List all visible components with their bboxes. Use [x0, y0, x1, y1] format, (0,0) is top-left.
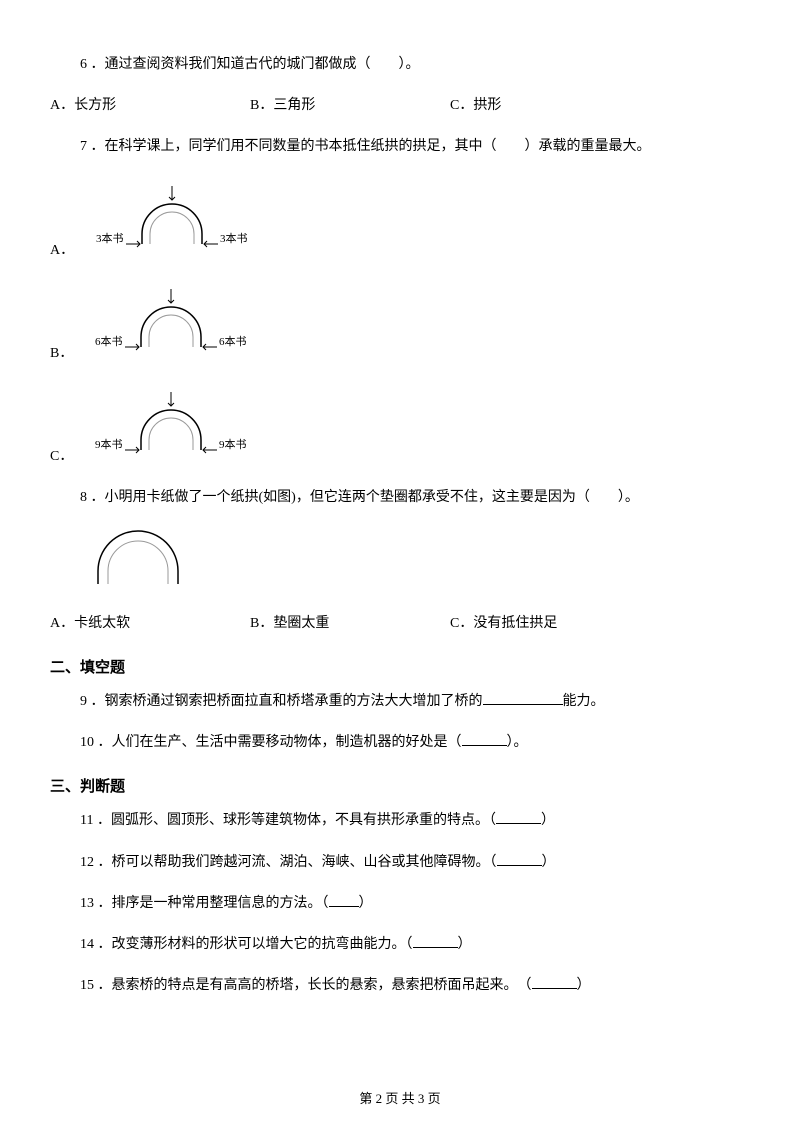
question-14: 14 ．改变薄形材料的形状可以增大它的抗弯曲能力。（ ）: [50, 932, 750, 957]
arrow-left-icon: [126, 241, 140, 247]
question-13-before: 13 ．排序是一种常用整理信息的方法。（: [80, 896, 329, 911]
option-7b-prefix: B．: [50, 342, 73, 362]
question-7-option-a: A． 3本书 3本书: [50, 176, 750, 261]
question-10: 10 ．人们在生产、生活中需要移动物体，制造机器的好处是（ ）。: [50, 730, 750, 755]
option-8a: A．卡纸太软: [50, 611, 250, 636]
arrow-down-icon: [168, 289, 174, 303]
blank-input[interactable]: [532, 975, 577, 989]
question-8: 8 ．小明用卡纸做了一个纸拱(如图)，但它连两个垫圈都承受不住，这主要是因为（ …: [50, 485, 750, 510]
question-12: 12 ．桥可以帮助我们跨越河流、湖泊、海峡、山谷或其他障碍物。（ ）: [50, 850, 750, 875]
arrow-right-icon: [203, 447, 217, 453]
question-14-before: 14 ．改变薄形材料的形状可以增大它的抗弯曲能力。（: [80, 937, 413, 952]
question-15: 15 ．悬索桥的特点是有高高的桥塔，长长的悬索，悬索把桥面吊起来。 （ ）: [50, 973, 750, 998]
blank-input[interactable]: [483, 691, 563, 705]
page-footer: 第 2 页 共 3 页: [0, 1088, 800, 1107]
blank-input[interactable]: [329, 893, 359, 907]
question-10-after: ）。: [507, 735, 528, 750]
arrow-right-icon: [203, 344, 217, 350]
question-7-option-b: B． 6本书 6本书: [50, 279, 750, 364]
section-2-heading: 二、填空题: [50, 656, 750, 677]
blank-input[interactable]: [413, 934, 458, 948]
arch-b-left-label: 6本书: [95, 334, 123, 348]
question-11-before: 11 ．圆弧形、圆顶形、球形等建筑物体，不具有拱形承重的特点。（: [80, 813, 496, 828]
question-10-before: 10 ．人们在生产、生活中需要移动物体，制造机器的好处是（: [80, 735, 462, 750]
question-15-before: 15 ．悬索桥的特点是有高高的桥塔，长长的悬索，悬索把桥面吊起来。 （: [80, 978, 532, 993]
arch-c-right-label: 9本书: [219, 437, 247, 451]
question-7-text: 7 ．在科学课上，同学们用不同数量的书本抵住纸拱的拱足，其中（ ）承载的重量最大…: [80, 139, 651, 154]
question-7-option-c: C． 9本书 9本书: [50, 382, 750, 467]
section-3-heading: 三、判断题: [50, 775, 750, 796]
arch-b-right-label: 6本书: [219, 334, 247, 348]
arrow-left-icon: [125, 447, 139, 453]
option-7c-prefix: C．: [50, 445, 73, 465]
arrow-left-icon: [125, 344, 139, 350]
question-8-options: A．卡纸太软 B．垫圈太重 C．没有抵住拱足: [50, 611, 750, 636]
arch-diagram-b: 6本书 6本书: [81, 279, 261, 364]
question-12-after: ）: [542, 855, 556, 870]
question-6-options: A．长方形 B．三角形 C．拱形: [50, 93, 750, 118]
arch-a-left-label: 3本书: [96, 231, 124, 245]
arch-outer: [98, 531, 178, 584]
blank-input[interactable]: [462, 732, 507, 746]
question-9-before: 9 ．钢索桥通过钢索把桥面拉直和桥塔承重的方法大大增加了桥的: [80, 694, 483, 709]
option-6a: A．长方形: [50, 93, 250, 118]
blank-input[interactable]: [496, 810, 541, 824]
question-13-after: ）: [359, 896, 373, 911]
question-9: 9 ．钢索桥通过钢索把桥面拉直和桥塔承重的方法大大增加了桥的 能力。: [50, 689, 750, 714]
question-6-text: 6 ．通过查阅资料我们知道古代的城门都做成（ ）。: [80, 57, 420, 72]
question-13: 13 ．排序是一种常用整理信息的方法。（ ）: [50, 891, 750, 916]
arch-outer: [141, 410, 201, 450]
option-7a-prefix: A．: [50, 239, 74, 259]
arrow-down-icon: [169, 186, 175, 200]
blank-input[interactable]: [497, 852, 542, 866]
question-8-text: 8 ．小明用卡纸做了一个纸拱(如图)，但它连两个垫圈都承受不住，这主要是因为（ …: [80, 490, 639, 505]
question-7: 7 ．在科学课上，同学们用不同数量的书本抵住纸拱的拱足，其中（ ）承载的重量最大…: [50, 134, 750, 159]
question-11: 11 ．圆弧形、圆顶形、球形等建筑物体，不具有拱形承重的特点。（ ）: [50, 808, 750, 833]
arch-a-right-label: 3本书: [220, 231, 248, 245]
arrow-right-icon: [204, 241, 218, 247]
arch-outer: [142, 204, 202, 244]
option-8b: B．垫圈太重: [250, 611, 450, 636]
arch-diagram-a: 3本书 3本书: [82, 176, 262, 261]
question-12-before: 12 ．桥可以帮助我们跨越河流、湖泊、海峡、山谷或其他障碍物。（: [80, 855, 497, 870]
question-9-after: 能力。: [563, 694, 605, 709]
arch-c-left-label: 9本书: [95, 437, 123, 451]
question-14-after: ）: [458, 937, 472, 952]
option-6b: B．三角形: [250, 93, 450, 118]
question-6: 6 ．通过查阅资料我们知道古代的城门都做成（ ）。: [50, 52, 750, 77]
arch-outer: [141, 307, 201, 347]
option-8c: C．没有抵住拱足: [450, 611, 650, 636]
question-15-after: ）: [577, 978, 591, 993]
arch-diagram-c: 9本书 9本书: [81, 382, 261, 467]
arrow-down-icon: [168, 392, 174, 406]
question-8-arch: [80, 526, 750, 593]
option-6c: C．拱形: [450, 93, 650, 118]
question-11-after: ）: [541, 813, 555, 828]
